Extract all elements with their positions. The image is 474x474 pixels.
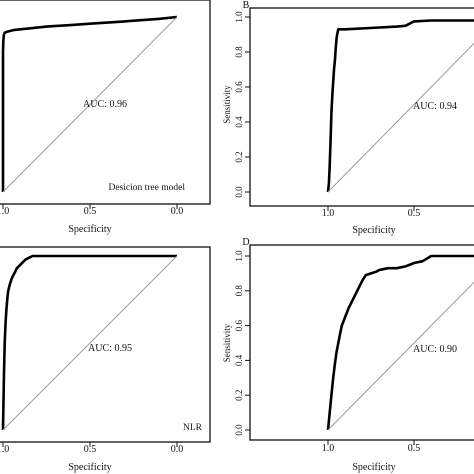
x-axis-label: Specificity	[68, 462, 111, 473]
roc-panel-2: 1.0 0.5 Specificity 0.0 0.2 0.4 0.6 0.8 1.0 Sensi…	[222, 0, 474, 236]
plot-frame	[249, 7, 474, 207]
reference-diagonal-line	[2, 16, 178, 193]
auc-annotation: AUC: 0.96	[83, 99, 127, 110]
y-tick-label: 0.4	[234, 354, 244, 366]
y-tick-label: 0.2	[234, 390, 244, 401]
x-axis-label: Specificity	[68, 224, 111, 235]
reference-diagonal-line	[2, 255, 178, 431]
roc-curve	[326, 254, 474, 431]
y-tick-label: 0.2	[234, 151, 244, 162]
x-tick-label: 0.0	[171, 444, 184, 455]
roc-panel-3: 1.0 0.5 0.0 Specificity AUC: 0.95 NLR	[0, 246, 211, 473]
y-tick-label: 0.8	[234, 285, 244, 297]
x-tick-label: 1.0	[0, 444, 9, 455]
x-tick-label: 0.5	[84, 206, 97, 217]
plot-frame	[249, 244, 474, 441]
roc-curve	[1, 254, 177, 431]
y-axis-label: Sensitivity	[222, 85, 232, 124]
y-tick-label: 1.0	[234, 11, 244, 23]
roc-panel-1: 1.0 0.5 0.0 Specificity AUC: 0.96 Desicion tr…	[0, 0, 211, 235]
panel-letter: D	[242, 237, 249, 248]
x-tick-label: 1.0	[322, 208, 335, 219]
model-name-label: NLR	[183, 423, 203, 433]
y-tick-label: 0.6	[234, 319, 244, 331]
x-axis-label: Specificity	[352, 462, 395, 473]
x-tick-label: 0.0	[171, 206, 184, 217]
reference-diagonal-line	[327, 281, 474, 431]
y-tick-label: 0.0	[234, 186, 244, 198]
roc-panel-4: 1.0 0.5 Specificity 0.0 0.2 0.4 0.6 0.8 1.0 Sensi…	[222, 237, 474, 473]
auc-annotation: AUC: 0.94	[413, 101, 457, 112]
panel-letter: B	[243, 0, 250, 11]
y-tick-label: 0.4	[234, 116, 244, 128]
model-name-label: Desicion tree model	[108, 183, 185, 193]
y-tick-label: 1.0	[234, 250, 244, 262]
x-tick-label: 1.0	[322, 443, 335, 454]
x-tick-label: 0.5	[408, 208, 421, 219]
auc-annotation: AUC: 0.90	[413, 344, 457, 355]
y-tick-label: 0.8	[234, 46, 244, 58]
x-tick-label: 0.5	[408, 443, 421, 454]
y-axis-label: Sensitivity	[222, 323, 232, 362]
x-tick-label: 0.5	[84, 444, 97, 455]
y-tick-label: 0.6	[234, 81, 244, 93]
auc-annotation: AUC: 0.95	[88, 343, 132, 354]
reference-diagonal-line	[327, 42, 474, 193]
y-tick-label: 0.0	[234, 424, 244, 436]
x-axis-label: Specificity	[352, 225, 395, 236]
roc-curve	[326, 19, 474, 193]
x-tick-label: 1.0	[0, 206, 9, 217]
roc-curve	[1, 15, 178, 192]
